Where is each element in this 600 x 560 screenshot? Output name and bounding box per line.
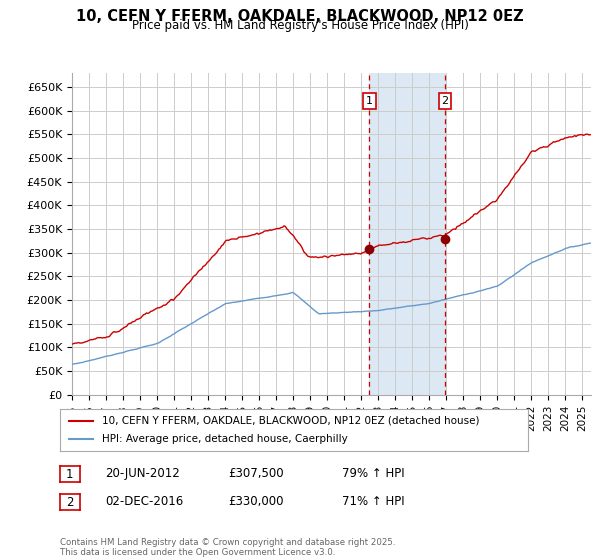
Bar — [369, 73, 445, 395]
Text: HPI: Average price, detached house, Caerphilly: HPI: Average price, detached house, Caer… — [102, 434, 348, 444]
Text: 1: 1 — [66, 468, 74, 481]
Text: 10, CEFN Y FFERM, OAKDALE, BLACKWOOD, NP12 0EZ (detached house): 10, CEFN Y FFERM, OAKDALE, BLACKWOOD, NP… — [102, 416, 479, 426]
Text: 79% ↑ HPI: 79% ↑ HPI — [342, 466, 404, 480]
Text: 20-JUN-2012: 20-JUN-2012 — [105, 466, 180, 480]
Text: 2: 2 — [442, 96, 449, 106]
Text: £330,000: £330,000 — [228, 494, 284, 508]
Text: 10, CEFN Y FFERM, OAKDALE, BLACKWOOD, NP12 0EZ: 10, CEFN Y FFERM, OAKDALE, BLACKWOOD, NP… — [76, 9, 524, 24]
Text: £307,500: £307,500 — [228, 466, 284, 480]
Text: Price paid vs. HM Land Registry's House Price Index (HPI): Price paid vs. HM Land Registry's House … — [131, 19, 469, 32]
Text: 1: 1 — [366, 96, 373, 106]
Text: 71% ↑ HPI: 71% ↑ HPI — [342, 494, 404, 508]
Text: Contains HM Land Registry data © Crown copyright and database right 2025.
This d: Contains HM Land Registry data © Crown c… — [60, 538, 395, 557]
Text: 02-DEC-2016: 02-DEC-2016 — [105, 494, 183, 508]
Text: 2: 2 — [66, 496, 74, 509]
